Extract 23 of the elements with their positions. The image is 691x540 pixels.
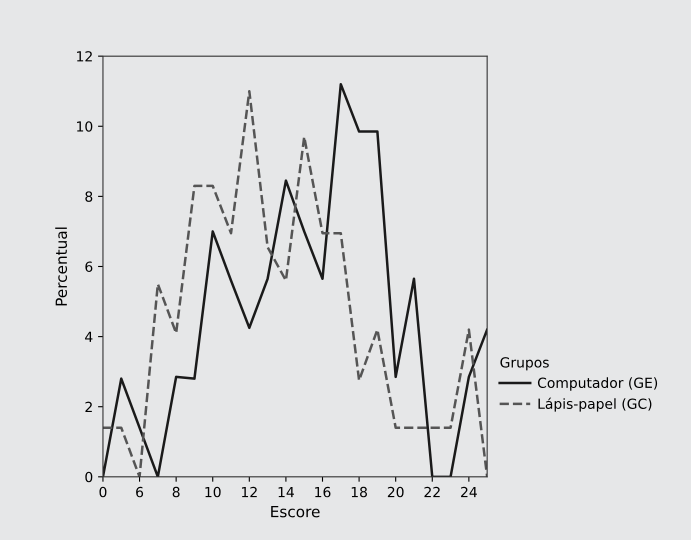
legend-label: Lápis-papel (GC)	[538, 398, 652, 412]
legend-label: Computador (GE)	[538, 377, 658, 391]
x-tick-label: 16	[315, 486, 330, 498]
y-tick-label: 8	[85, 191, 92, 202]
x-tick-label: 0	[99, 486, 106, 498]
x-tick-label: 18	[352, 486, 367, 498]
x-tick-label: 12	[242, 486, 257, 498]
y-tick-label: 10	[77, 121, 92, 132]
x-tick-label: 24	[461, 486, 477, 498]
y-axis-title: Percentual	[55, 228, 68, 306]
y-tick-label: 12	[77, 51, 92, 62]
x-tick-label: 22	[424, 486, 440, 498]
x-tick-label: 10	[205, 486, 221, 498]
y-tick-label: 2	[85, 402, 92, 412]
x-axis-title: Escore	[271, 506, 320, 518]
y-tick-label: 0	[85, 472, 92, 482]
legend-title: Grupos	[500, 357, 549, 370]
x-tick-label: 6	[136, 486, 144, 498]
x-tick-label: 20	[388, 486, 404, 498]
x-tick-label: 8	[172, 486, 180, 498]
y-tick-label: 4	[85, 332, 92, 342]
y-tick-label: 6	[85, 261, 92, 272]
x-tick-label: 14	[278, 486, 294, 498]
